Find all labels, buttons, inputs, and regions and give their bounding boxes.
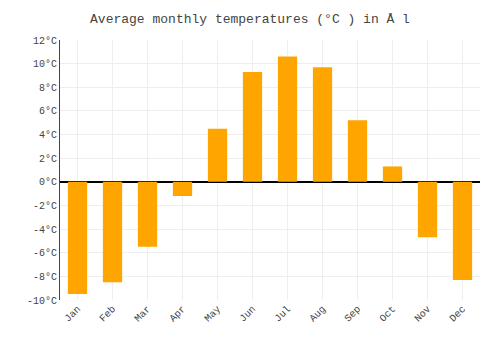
svg-text:Apr: Apr <box>168 304 189 325</box>
svg-text:Jul: Jul <box>273 304 294 325</box>
svg-text:-4°C: -4°C <box>33 225 57 236</box>
svg-text:Mar: Mar <box>133 304 154 325</box>
svg-text:10°C: 10°C <box>33 59 57 70</box>
svg-text:Average monthly temperatures (: Average monthly temperatures (°C ) in Å … <box>90 12 410 27</box>
svg-text:Sep: Sep <box>343 304 364 325</box>
svg-text:May: May <box>203 304 224 325</box>
svg-text:Jan: Jan <box>63 304 84 325</box>
svg-text:6°C: 6°C <box>39 106 57 117</box>
svg-text:-8°C: -8°C <box>33 272 57 283</box>
svg-text:Oct: Oct <box>378 304 399 325</box>
svg-text:Aug: Aug <box>308 304 329 325</box>
svg-text:-10°C: -10°C <box>27 296 57 307</box>
svg-text:0°C: 0°C <box>39 177 57 188</box>
svg-text:-6°C: -6°C <box>33 248 57 259</box>
svg-text:Nov: Nov <box>413 304 434 325</box>
svg-text:-2°C: -2°C <box>33 201 57 212</box>
svg-text:Feb: Feb <box>98 304 119 325</box>
svg-text:8°C: 8°C <box>39 83 57 94</box>
svg-text:4°C: 4°C <box>39 130 57 141</box>
svg-text:Dec: Dec <box>448 304 469 325</box>
svg-text:Jun: Jun <box>238 304 259 325</box>
svg-text:2°C: 2°C <box>39 154 57 165</box>
svg-text:12°C: 12°C <box>33 36 57 47</box>
